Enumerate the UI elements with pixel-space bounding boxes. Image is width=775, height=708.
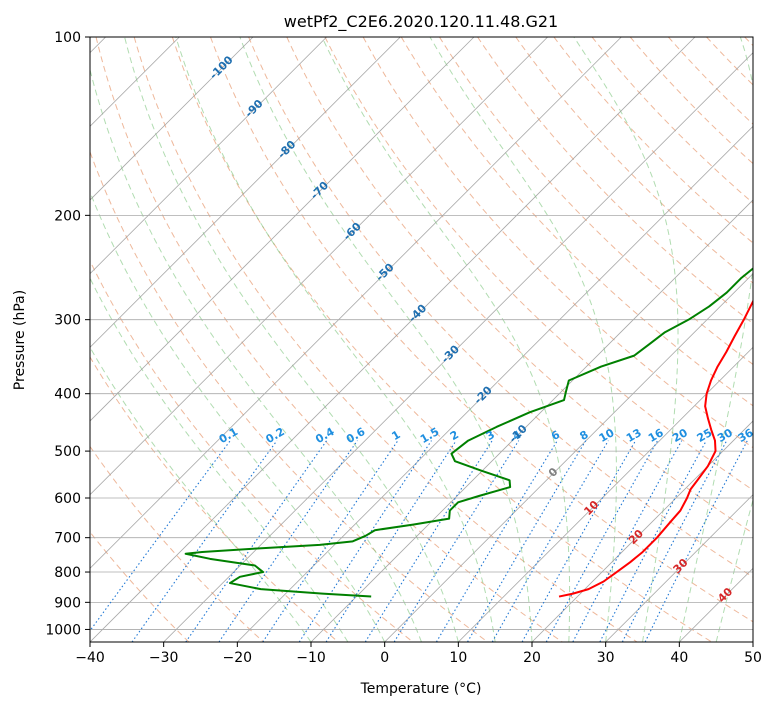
- x-tick-label: −40: [75, 650, 105, 666]
- isotherm-line: [90, 37, 622, 569]
- mixing-ratio-line: [185, 440, 328, 642]
- mixing-ratio-line: [393, 440, 520, 642]
- y-tick-label: 200: [54, 208, 81, 224]
- isotherm-line: [458, 346, 753, 642]
- isotherm-line: [90, 37, 548, 496]
- moist-adiabat: [90, 190, 386, 642]
- dry-adiabat: [286, 37, 753, 534]
- x-tick-label: 10: [449, 650, 467, 666]
- mixing-ratio-line: [298, 440, 432, 642]
- moist-adiabat: [90, 67, 422, 642]
- series-layer: [184, 267, 753, 598]
- mixing-ratio-line: [262, 440, 399, 642]
- isotherm-line: [90, 37, 401, 348]
- x-tick-label: −10: [296, 650, 326, 666]
- moist-adiabat: [321, 37, 571, 642]
- isotherm-line: [531, 420, 753, 642]
- isotherm-line: [90, 37, 475, 422]
- x-tick-label: 40: [670, 650, 688, 666]
- isotherm-line: [163, 52, 753, 642]
- temperature-profile-line: [558, 299, 753, 598]
- x-tick-label: −30: [149, 650, 179, 666]
- y-tick-label: 100: [54, 30, 81, 46]
- moist-adiabat: [90, 277, 349, 642]
- isotherm-line: [90, 37, 696, 642]
- y-tick-label: 400: [54, 387, 81, 403]
- mixing-ratio-line: [644, 440, 748, 642]
- mixing-ratio-line: [131, 440, 278, 642]
- dewpoint-profile-line: [184, 267, 753, 598]
- dry-adiabat: [90, 445, 264, 642]
- mixing-ratio-line: [521, 440, 637, 642]
- moist-adiabat: [573, 37, 679, 642]
- moist-adiabat: [678, 37, 753, 642]
- dry-adiabat: [591, 37, 753, 204]
- isotherm-line: [384, 273, 753, 642]
- moist-adiabat: [239, 37, 533, 642]
- mixing-ratio-line: [325, 440, 457, 642]
- y-tick-label: 300: [54, 313, 81, 329]
- axis-layer: −40 −30 −20 −10 0 10 20 30 40 50 100 200 300 400 500 60…: [45, 30, 762, 666]
- y-tick-label: 500: [54, 444, 81, 460]
- dry-adiabat: [90, 259, 414, 642]
- x-tick-label: −20: [223, 650, 253, 666]
- x-tick-label: 30: [597, 650, 615, 666]
- isotherm-line: [237, 125, 753, 642]
- y-tick-label: 700: [54, 531, 81, 547]
- mixing-ratio-line: [545, 440, 659, 642]
- moist-adiabat: [715, 498, 753, 642]
- y-tick-label: 900: [54, 595, 81, 611]
- x-tick-label: 0: [380, 650, 389, 666]
- dry-adiabat: [248, 37, 753, 578]
- y-tick-label: 600: [54, 491, 81, 507]
- dry-adiabat: [400, 37, 753, 407]
- y-axis-label: Pressure (hPa): [12, 290, 28, 390]
- y-tick-label: 800: [54, 565, 81, 581]
- dry-adiabat: [90, 356, 339, 642]
- mixing-ratio-line: [572, 440, 683, 642]
- moist-adiabat: [175, 37, 496, 642]
- chart-title: wetPf2_C2E6.2020.120.11.48.G21: [284, 12, 558, 32]
- isotherm-line: [310, 199, 753, 642]
- isotherm-line: [605, 494, 753, 642]
- moist-adiabat: [429, 37, 617, 642]
- grid-layer: [90, 37, 753, 642]
- x-tick-label: 20: [523, 650, 541, 666]
- isotherm-line: [90, 37, 254, 201]
- dry-adiabat: [324, 37, 753, 491]
- mixing-ratio-line: [90, 440, 231, 632]
- mixing-ratio-line: [435, 440, 558, 642]
- y-tick-label: 1000: [45, 622, 81, 638]
- mixing-ratio-line: [467, 440, 587, 642]
- mixing-ratio-line: [218, 440, 358, 642]
- mixing-ratio-line: [364, 440, 493, 642]
- isotherm-line: [90, 37, 327, 275]
- x-axis-label: Temperature (°C): [360, 681, 482, 697]
- dry-adiabat: [171, 37, 712, 642]
- x-tick-label: 50: [744, 650, 762, 666]
- dry-adiabat: [553, 37, 753, 244]
- dry-adiabat: [439, 37, 753, 366]
- dry-adiabat: [210, 37, 753, 623]
- moist-adiabat: [124, 37, 459, 642]
- dry-adiabat: [95, 37, 563, 642]
- dry-adiabat: [133, 37, 638, 642]
- plot-frame: [89, 36, 754, 643]
